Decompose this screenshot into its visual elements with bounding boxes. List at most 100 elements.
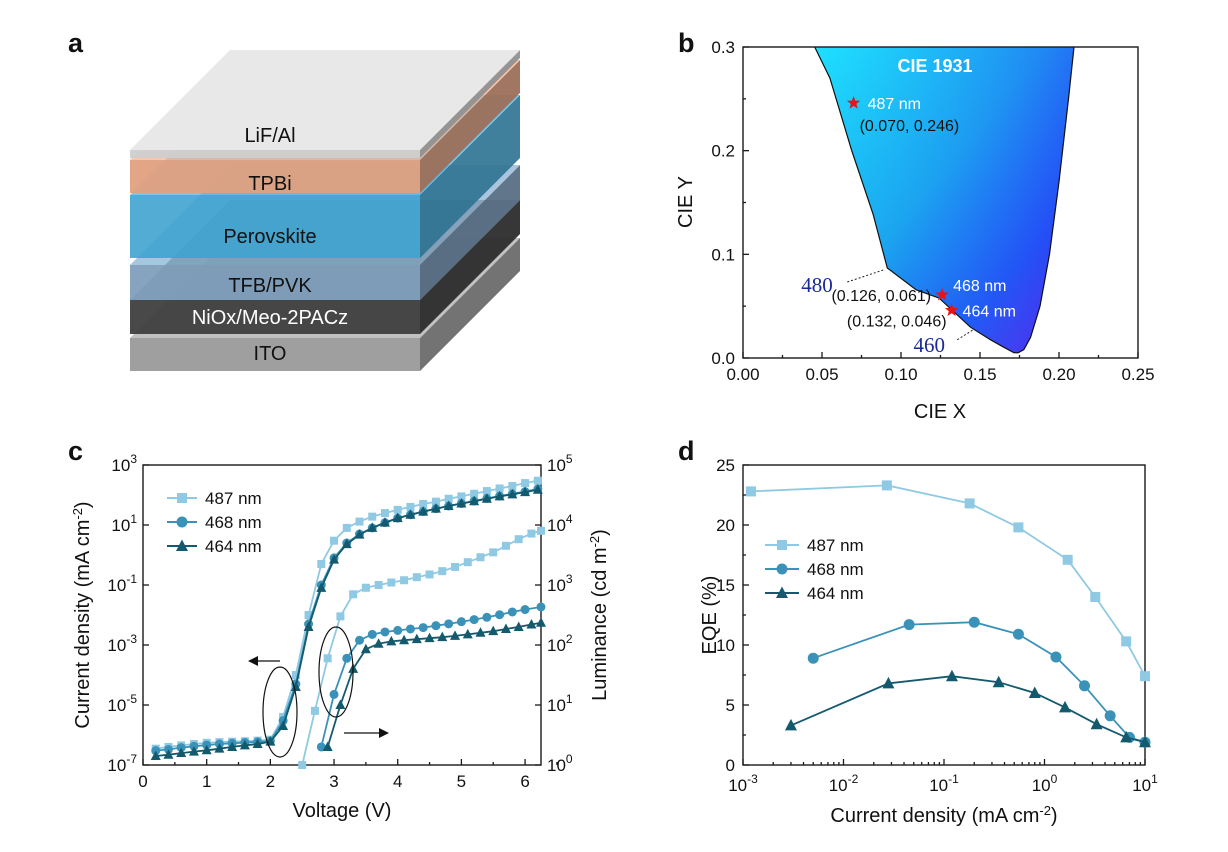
legend-marker xyxy=(776,586,788,598)
jvl-right-tick-label-base: 10 xyxy=(547,756,566,775)
current-density-point xyxy=(444,494,453,503)
layer-top xyxy=(130,50,520,150)
panel-label-a: a xyxy=(68,28,84,58)
eqe-x-tick-label-exp: 1 xyxy=(1151,772,1158,786)
jvl-left-tick-label: 10-1 xyxy=(107,572,137,595)
current-density-point xyxy=(252,738,263,749)
eqe-line xyxy=(790,675,1146,744)
eqe-point xyxy=(745,486,756,497)
eqe-x-tick-label: 10-2 xyxy=(829,772,859,795)
layer-label-0: LiF/Al xyxy=(244,125,295,147)
eqe-series-2 xyxy=(784,669,1151,748)
layer-label-2: Perovskite xyxy=(223,226,316,248)
eqe-x-tick-label-exp: 0 xyxy=(1051,772,1058,786)
layer-side xyxy=(420,95,520,258)
luminance-point xyxy=(444,619,454,629)
luminance-point xyxy=(537,526,545,535)
jvl-left-tick-label-exp: 3 xyxy=(130,452,137,466)
current-density-point xyxy=(150,750,161,760)
current-density-point xyxy=(443,500,454,510)
luminance-point xyxy=(507,607,517,617)
luminance-point xyxy=(360,643,371,654)
current-density-point xyxy=(431,497,440,506)
eqe-point xyxy=(1090,592,1101,602)
current-density-point xyxy=(520,486,531,497)
eqe-point xyxy=(964,498,975,509)
panel-label-c: c xyxy=(68,436,83,466)
current-density-point xyxy=(227,741,238,751)
eqe-x-tick-label: 10-3 xyxy=(728,772,758,795)
locus-label-480: 480 xyxy=(801,273,833,297)
jvl-left-tick-label: 10-5 xyxy=(107,692,137,715)
jvl-right-axis-label-close: ) xyxy=(589,529,611,536)
eqe-point xyxy=(1050,651,1062,663)
luminance-point xyxy=(310,706,319,715)
jvl-left-tick-label: 10-7 xyxy=(107,752,137,775)
cie-x-tick-label: 0.20 xyxy=(1042,365,1075,384)
eqe-y-tick-label: 5 xyxy=(726,696,735,715)
jvl-right-tick-label-exp: 1 xyxy=(566,692,573,706)
layer-label-1: TPBi xyxy=(248,173,291,195)
eqe-point xyxy=(903,619,915,631)
luminance-point xyxy=(476,553,485,562)
current-density-point xyxy=(379,517,390,527)
locus-leader-480 xyxy=(847,269,884,283)
luminance-point xyxy=(469,615,479,625)
jvl-right-tick-label-exp: 3 xyxy=(566,572,573,586)
eqe-x-tick-label: 100 xyxy=(1032,772,1058,795)
point-468-label: 468 nm xyxy=(953,278,1006,295)
luminance-point xyxy=(411,633,422,644)
jvl-right-tick-label-exp: 0 xyxy=(566,752,573,766)
luminance-point xyxy=(462,628,473,639)
current-density-point xyxy=(163,749,174,759)
left-arrow-head xyxy=(248,656,258,666)
cie-x-tick-label: 0.00 xyxy=(726,365,759,384)
right-arrow-head xyxy=(379,728,389,738)
jvl-left-tick-label-exp: -1 xyxy=(126,572,137,586)
luminance-point xyxy=(399,634,410,645)
current-density-point xyxy=(317,560,326,569)
current-density-point xyxy=(507,488,518,499)
jvl-right-tick-label-base: 10 xyxy=(547,636,566,655)
current-density-point xyxy=(419,500,428,509)
jvl-left-tick-label: 10-3 xyxy=(107,632,137,655)
current-density-point xyxy=(508,481,517,490)
eqe-point xyxy=(1120,730,1133,743)
current-density-point xyxy=(481,493,492,503)
legend-marker xyxy=(777,540,787,550)
current-density-point xyxy=(355,517,364,526)
eqe-point xyxy=(945,669,958,682)
jvl-right-tick-label: 104 xyxy=(547,512,573,535)
jvl-right-tick-label: 100 xyxy=(547,752,573,775)
eqe-x-tick-label-base: 10 xyxy=(1132,776,1151,795)
legend-marker xyxy=(176,539,188,551)
luminance-point xyxy=(501,541,510,550)
luminance-point xyxy=(418,623,428,633)
current-density-point xyxy=(430,503,441,513)
panel-label-b: b xyxy=(678,28,695,58)
jvl-right-tick-label-exp: 2 xyxy=(566,632,573,646)
current-density-point xyxy=(418,506,429,516)
luminance-point xyxy=(482,612,492,622)
current-density-point xyxy=(176,747,187,758)
jvl-chart: 0 1 2 3 4 5 610-710-510-310-110110310010110210… xyxy=(70,452,611,822)
luminance-point xyxy=(393,625,403,635)
jvl-right-tick-label-exp: 5 xyxy=(566,452,573,466)
luminance-point xyxy=(380,627,390,637)
current-density-point xyxy=(330,536,339,545)
luminance-point xyxy=(412,573,421,582)
cie-x-tick-label: 0.25 xyxy=(1121,365,1154,384)
eqe-point xyxy=(1059,700,1072,713)
jvl-right-tick-label-base: 10 xyxy=(547,516,566,535)
layer-front xyxy=(130,265,420,300)
jvl-left-tick-label-base: 10 xyxy=(111,516,130,535)
luminance-point xyxy=(367,629,377,639)
cie-y-axis-label: CIE Y xyxy=(675,176,697,228)
luminance-point xyxy=(489,548,498,557)
jvl-left-axis-label-text: Current density (mA cm xyxy=(72,520,94,729)
jvl-right-axis-label: Luminance (cd m-2) xyxy=(587,529,611,701)
cie-y-tick-label: 0.0 xyxy=(711,349,735,368)
jvl-left-tick-label: 101 xyxy=(111,512,137,535)
legend-marker xyxy=(177,493,187,503)
luminance-point xyxy=(322,741,333,751)
